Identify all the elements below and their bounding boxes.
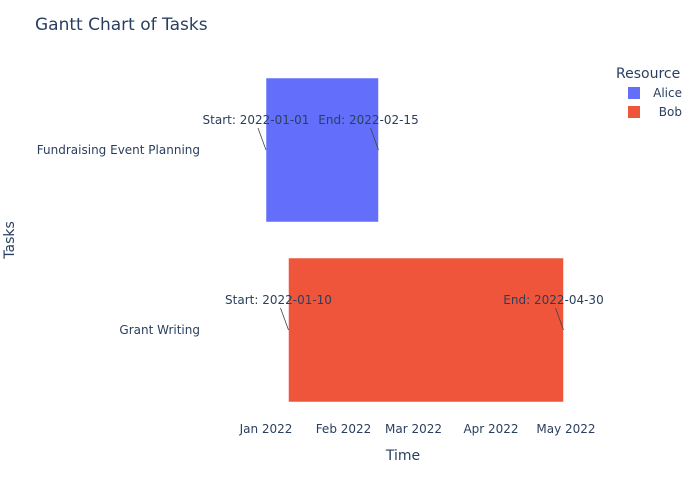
legend-label: Alice [653,86,682,100]
end-annotation: End: 2022-02-15 [318,113,418,127]
y-axis-title: Tasks [2,221,18,260]
plot-area: Jan 2022 Feb 2022 Mar 2022 Apr 2022 May 2022… [37,77,604,436]
end-annotation: End: 2022-04-30 [503,293,603,307]
gantt-bar [288,257,564,403]
legend-title: Resource [616,66,680,82]
x-tick-label: Apr 2022 [463,422,518,436]
legend-label: Bob [659,105,682,119]
chart-title: Gantt Chart of Tasks [35,15,208,35]
legend-swatch [628,106,640,118]
annotation-arrow [257,127,267,151]
x-tick-label: Feb 2022 [316,422,372,436]
x-tick-label: May 2022 [536,422,595,436]
legend-swatch [628,87,640,99]
legend: Resource Alice Bob [616,66,682,119]
annotation-arrow [370,127,379,151]
x-tick-label: Mar 2022 [385,422,442,436]
annotation-arrow [280,307,289,331]
y-tick-label: Grant Writing [119,323,200,337]
gantt-bar [265,77,379,223]
x-axis-title: Time [385,448,420,464]
start-annotation: Start: 2022-01-10 [225,293,332,307]
annotation-arrow [555,307,564,331]
start-annotation: Start: 2022-01-01 [203,113,310,127]
x-tick-label: Jan 2022 [239,422,293,436]
y-tick-label: Fundraising Event Planning [37,143,200,157]
